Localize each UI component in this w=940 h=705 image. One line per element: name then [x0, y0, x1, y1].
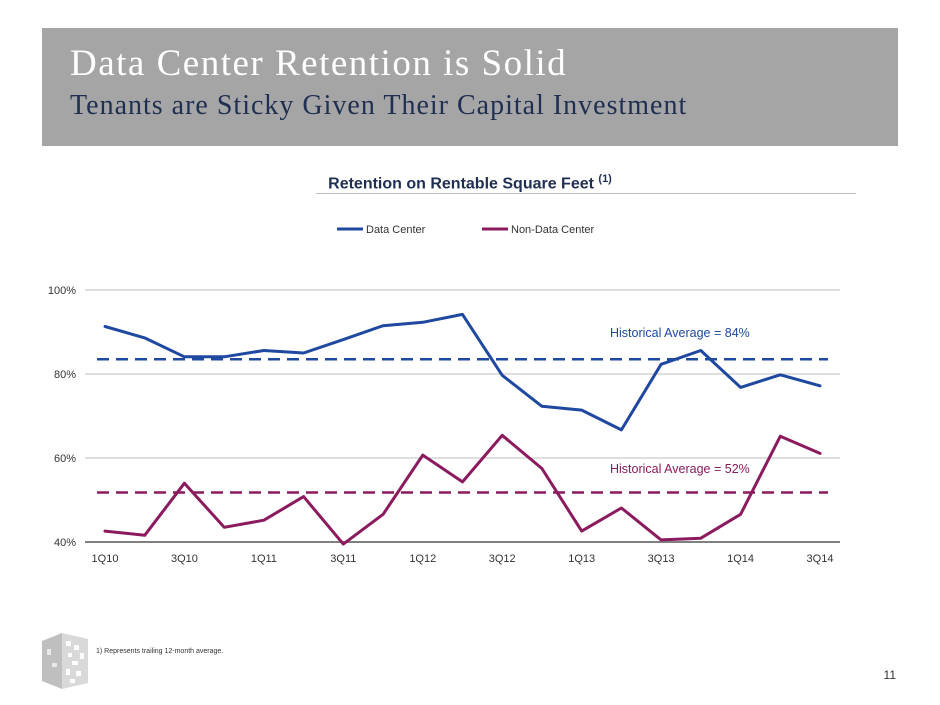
series-line: [103, 433, 822, 546]
series-line: [103, 312, 822, 432]
y-tick-label: 80%: [54, 369, 76, 381]
y-tick-label: 100%: [48, 285, 76, 297]
page-subtitle: Tenants are Sticky Given Their Capital I…: [70, 90, 688, 121]
page-number: 11: [883, 668, 896, 682]
x-tick-label: 3Q11: [330, 553, 356, 565]
x-tick-label: 3Q12: [489, 553, 516, 565]
page-title: Data Center Retention is Solid: [70, 43, 568, 84]
x-tick-label: 1Q13: [568, 553, 595, 565]
x-tick-label: 1Q10: [92, 553, 119, 565]
legend-label: Non-Data Center: [511, 224, 594, 236]
x-tick-label: 1Q14: [727, 553, 754, 565]
chart-title: Retention on Rentable Square Feet (1): [0, 173, 940, 193]
x-tick-label: 3Q14: [807, 553, 834, 565]
y-tick-label: 60%: [54, 453, 76, 465]
x-tick-label: 1Q11: [251, 553, 277, 565]
historical-average-label: Historical Average = 52%: [610, 462, 750, 476]
header-banner: Data Center Retention is Solid Tenants a…: [42, 28, 898, 146]
chart-title-footnote-ref: (1): [598, 173, 612, 185]
x-tick-label: 1Q12: [409, 553, 436, 565]
y-tick-label: 40%: [54, 537, 76, 549]
x-tick-label: 3Q10: [171, 553, 198, 565]
chart-title-text: Retention on Rentable Square Feet: [328, 175, 594, 193]
historical-average-label: Historical Average = 84%: [610, 326, 750, 340]
footnote: 1) Represents trailing 12-month average.: [96, 648, 224, 655]
company-logo-icon: [42, 633, 88, 689]
legend-label: Data Center: [366, 224, 426, 236]
title-divider: [316, 193, 856, 194]
x-tick-label: 3Q13: [648, 553, 675, 565]
